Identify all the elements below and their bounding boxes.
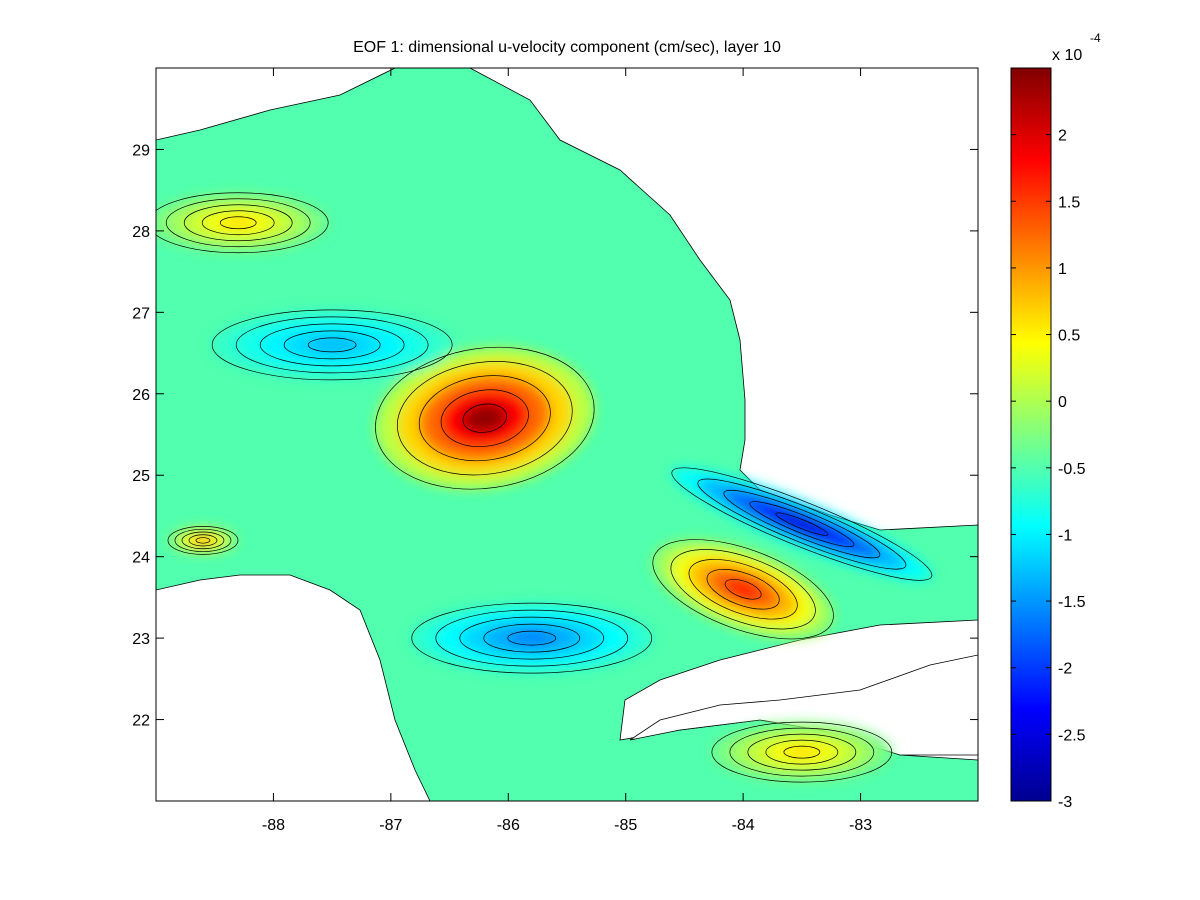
contour-positive-lobe-1-level-1 xyxy=(670,549,816,630)
contour-positive-spot-7-level-3 xyxy=(188,534,218,547)
contour-negative-band-3-level-3 xyxy=(283,330,381,360)
colorbar-ticks: 2 1.5 1 0.5 0 -0.5 -1 -1.5 -2 -2.5 -3 xyxy=(1011,128,1086,811)
contour-negative-jet-2-level-4 xyxy=(775,512,829,536)
colorbar-tick-label: 1 xyxy=(1058,261,1067,278)
colorbar: 2 1.5 1 0.5 0 -0.5 -1 -1.5 -2 -2.5 -3 x 10 -4 xyxy=(1010,31,1101,811)
contour-positive-spot-7-level-2 xyxy=(181,531,225,550)
contour-negative-band-3-level-0 xyxy=(211,309,453,381)
contour-negative-band-4-level-1 xyxy=(435,609,629,667)
contour-negative-band-3-level-4 xyxy=(307,337,357,353)
y-tick-label: 29 xyxy=(132,142,150,159)
contour-negative-jet-2-level-1 xyxy=(697,478,907,570)
contour-positive-band-5-level-4 xyxy=(219,216,257,230)
colorbar-tick-label: -2.5 xyxy=(1058,727,1086,744)
contour-negative-jet-2-level-3 xyxy=(749,501,855,547)
contour-positive-band-6-level-0 xyxy=(711,721,893,783)
colorbar-tick-label: 1.5 xyxy=(1058,194,1080,211)
contour-positive-core-0-level-4 xyxy=(462,403,508,433)
x-tick-label: -85 xyxy=(614,817,637,834)
contour-positive-lobe-1-level-2 xyxy=(688,559,798,620)
feature-negative-band-3-level-4 xyxy=(308,337,357,352)
y-tick-label: 23 xyxy=(132,631,150,648)
contour-positive-lobe-1-level-4 xyxy=(724,578,762,600)
feature-positive-band-5-level-4 xyxy=(220,216,257,229)
colorbar-tick-label: -2 xyxy=(1058,661,1072,678)
colorbar-tick-label: -3 xyxy=(1058,794,1072,811)
feature-positive-band-6-level-4 xyxy=(783,746,820,759)
contour-positive-band-6-level-4 xyxy=(783,745,821,759)
contour-negative-band-3-level-2 xyxy=(259,323,405,367)
x-tick-label: -88 xyxy=(262,817,285,834)
contour-negative-band-4-level-2 xyxy=(459,616,605,660)
contour-positive-band-6-level-2 xyxy=(747,733,857,771)
feature-positive-lobe-1-level-4 xyxy=(725,579,762,600)
y-tick-label: 26 xyxy=(132,387,150,404)
y-tick-label: 27 xyxy=(132,305,150,322)
contour-positive-band-5-level-3 xyxy=(201,210,275,236)
contour-positive-core-0-level-2 xyxy=(418,375,551,462)
y-tick-label: 25 xyxy=(132,468,150,485)
y-tick-label: 22 xyxy=(132,713,150,730)
contour-positive-band-5-level-1 xyxy=(165,198,311,248)
contour-positive-band-5-level-2 xyxy=(183,204,293,242)
colorbar-tick-label: -1 xyxy=(1058,527,1072,544)
colorbar-tick-label: 0.5 xyxy=(1058,328,1080,345)
contour-lines xyxy=(156,192,933,783)
colorbar-gradient xyxy=(1010,67,1052,802)
contour-positive-spot-7-level-0 xyxy=(167,526,239,555)
contour-negative-jet-2-level-0 xyxy=(671,467,933,581)
feature-positive-core-0-level-4 xyxy=(462,404,507,433)
colorbar-tick-label: 2 xyxy=(1058,128,1067,145)
contour-negative-band-4-level-3 xyxy=(483,623,581,653)
colorbar-tick-label: -1.5 xyxy=(1058,594,1086,611)
contour-positive-lobe-1-level-3 xyxy=(706,569,780,610)
cuba-land xyxy=(629,654,978,756)
contour-positive-band-5-level-0 xyxy=(156,192,329,254)
contour-positive-spot-7-level-4 xyxy=(195,537,211,544)
contour-negative-band-4-level-0 xyxy=(411,602,653,674)
y-tick-label: 24 xyxy=(132,550,150,567)
y-axis: 22 23 24 25 26 27 28 29 xyxy=(132,142,978,730)
contour-positive-core-0-level-3 xyxy=(440,389,529,447)
x-tick-label: -87 xyxy=(379,817,402,834)
plot-area xyxy=(156,68,978,801)
x-tick-label: -83 xyxy=(849,817,872,834)
contour-positive-band-6-level-1 xyxy=(729,727,875,777)
contour-positive-core-0-level-0 xyxy=(375,346,595,490)
contour-negative-jet-2-level-2 xyxy=(723,489,881,559)
colorbar-tick-label: -0.5 xyxy=(1058,461,1086,478)
feature-negative-band-4-level-4 xyxy=(507,631,556,646)
contour-positive-band-6-level-3 xyxy=(765,739,839,765)
contour-negative-band-4-level-4 xyxy=(507,630,557,646)
contour-positive-spot-7-level-1 xyxy=(174,528,232,552)
colorbar-multiplier: x 10 xyxy=(1052,47,1082,64)
colorbar-exponent: -4 xyxy=(1090,31,1101,45)
axes-frame xyxy=(155,67,979,802)
feature-positive-spot-7-level-4 xyxy=(195,537,210,544)
x-axis: -88 -87 -86 -85 -84 -83 xyxy=(262,68,872,834)
x-tick-label: -84 xyxy=(732,817,755,834)
colorbar-tick-label: 0 xyxy=(1058,394,1067,411)
feature-negative-jet-2-level-4 xyxy=(775,512,828,536)
chart-title: EOF 1: dimensional u-velocity component … xyxy=(353,39,781,56)
x-tick-label: -86 xyxy=(497,817,520,834)
contour-positive-lobe-1-level-0 xyxy=(652,539,834,640)
contour-negative-band-3-level-1 xyxy=(235,316,429,374)
y-tick-label: 28 xyxy=(132,224,150,241)
contour-positive-core-0-level-1 xyxy=(396,361,573,476)
